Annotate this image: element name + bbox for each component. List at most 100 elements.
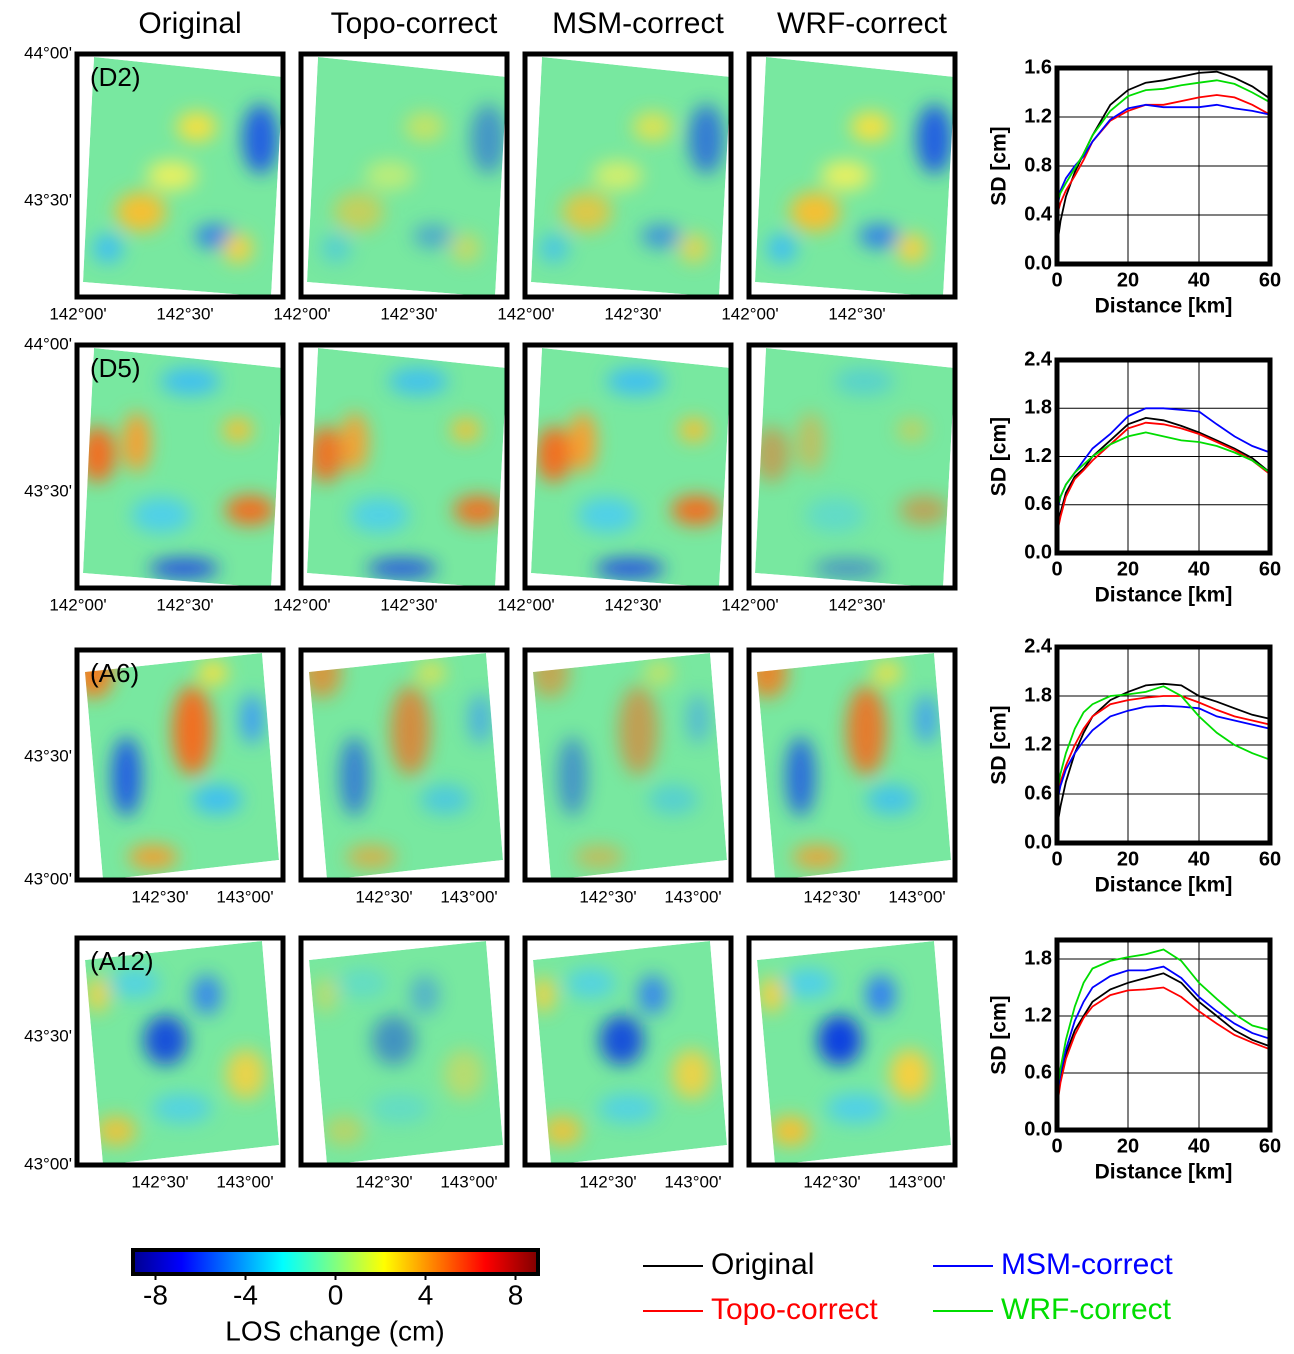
map-blobs	[766, 104, 953, 264]
y-tick-label: 0.0	[1024, 541, 1052, 563]
y-tick-label: 1.2	[1024, 105, 1052, 127]
map-blob	[789, 191, 840, 232]
map-blob	[770, 1115, 811, 1146]
lon-tick-label: 142°00'	[497, 595, 554, 614]
map-image	[533, 941, 727, 1165]
x-tick-label: 20	[1117, 558, 1139, 580]
map-base	[531, 348, 731, 588]
lon-tick-label: 142°00'	[49, 595, 106, 614]
colorbar-label: LOS change (cm)	[225, 1315, 444, 1346]
map-blob	[240, 694, 265, 744]
column-title: Topo-correct	[331, 7, 498, 40]
map-blob	[313, 976, 338, 1013]
map-blob	[450, 233, 481, 264]
x-tick-label: 60	[1259, 848, 1281, 870]
map-blob	[320, 233, 351, 264]
y-axis-label: SD [cm]	[988, 126, 1011, 205]
map-blob	[364, 160, 415, 191]
y-tick-label: 1.8	[1024, 397, 1052, 419]
y-tick-label: 0.6	[1024, 493, 1052, 515]
lon-tick-label: 143°00'	[888, 887, 945, 906]
map-blobs	[92, 104, 279, 264]
map-blob	[307, 426, 344, 483]
map-blobs	[533, 968, 712, 1146]
map-blob	[671, 1049, 712, 1100]
map-blob	[826, 1093, 886, 1124]
lon-tick-label: 142°30'	[803, 1172, 860, 1191]
lon-tick-label: 143°00'	[664, 1172, 721, 1191]
y-tick-label: 0.4	[1024, 203, 1053, 225]
map-blob	[225, 495, 276, 526]
map-blob	[766, 233, 797, 264]
map-blob	[688, 104, 725, 175]
legend-label: MSM-correct	[1001, 1248, 1173, 1281]
x-tick-label: 20	[1117, 269, 1139, 291]
legend-label: WRF-correct	[1001, 1293, 1172, 1326]
lon-tick-label: 142°30'	[803, 887, 860, 906]
y-tick-label: 0.6	[1024, 782, 1052, 804]
map-blob	[574, 845, 625, 869]
y-tick-label: 0.0	[1024, 831, 1052, 853]
map-blob	[415, 661, 446, 685]
series-line	[1056, 421, 1271, 534]
x-tick-label: 40	[1188, 558, 1210, 580]
map-blob	[349, 497, 410, 534]
map-blob	[533, 976, 556, 1013]
x-axis-label: Distance [km]	[1095, 1161, 1233, 1184]
lon-tick-label: 142°00'	[49, 304, 106, 323]
lon-tick-label: 143°00'	[216, 1172, 273, 1191]
map-blob	[96, 1115, 137, 1146]
map-blob	[817, 1015, 862, 1066]
map-blob	[866, 784, 917, 815]
map-blob	[337, 968, 388, 999]
y-tick-label: 1.8	[1024, 684, 1052, 706]
y-axis-label: SD [cm]	[988, 417, 1011, 496]
map-image	[309, 941, 503, 1165]
lon-tick-label: 142°00'	[273, 595, 330, 614]
map-image	[309, 653, 503, 880]
map-blob	[131, 497, 192, 534]
x-tick-label: 20	[1117, 1135, 1139, 1157]
y-tick-label: 2.4	[1024, 635, 1053, 657]
map-frame	[74, 647, 286, 883]
map-blob	[533, 653, 570, 698]
map-blob	[871, 661, 902, 685]
map-blob	[339, 736, 370, 817]
map-frame	[746, 647, 958, 883]
lat-tick-label: 44°00'	[24, 334, 72, 353]
map-blob	[225, 1049, 266, 1100]
map-blob	[757, 653, 788, 698]
map-base	[307, 348, 507, 588]
map-blobs	[313, 968, 484, 1146]
lat-tick-label: 44°00'	[24, 43, 72, 62]
series-line	[1056, 79, 1271, 204]
lon-tick-label: 143°00'	[440, 887, 497, 906]
panel-label: (D2)	[90, 62, 141, 92]
map-frame	[74, 935, 286, 1168]
legend-label: Topo-correct	[711, 1293, 878, 1326]
lon-tick-label: 142°30'	[355, 1172, 412, 1191]
series-line	[1056, 416, 1271, 530]
map-frame	[522, 647, 734, 883]
map-blob	[595, 558, 665, 579]
column-title: MSM-correct	[552, 7, 724, 40]
series-line	[1056, 70, 1271, 246]
series-line	[1056, 682, 1271, 827]
map-blob	[592, 160, 643, 191]
column-title: WRF-correct	[777, 7, 948, 40]
x-tick-label: 40	[1188, 1135, 1210, 1157]
x-tick-label: 0	[1051, 1135, 1062, 1157]
colorbar-tick-label: 8	[508, 1279, 524, 1310]
lat-tick-label: 43°30'	[24, 1026, 72, 1045]
lat-tick-label: 43°30'	[24, 481, 72, 500]
map-blob	[792, 845, 843, 869]
map-blob	[390, 685, 431, 776]
map-blobs	[755, 367, 950, 579]
lon-tick-label: 142°30'	[156, 304, 213, 323]
map-blob	[111, 736, 142, 817]
colorbar-tick-label: -4	[233, 1279, 258, 1310]
map-blobs	[307, 367, 504, 579]
map-blob	[618, 685, 659, 776]
map-blob	[896, 233, 927, 264]
